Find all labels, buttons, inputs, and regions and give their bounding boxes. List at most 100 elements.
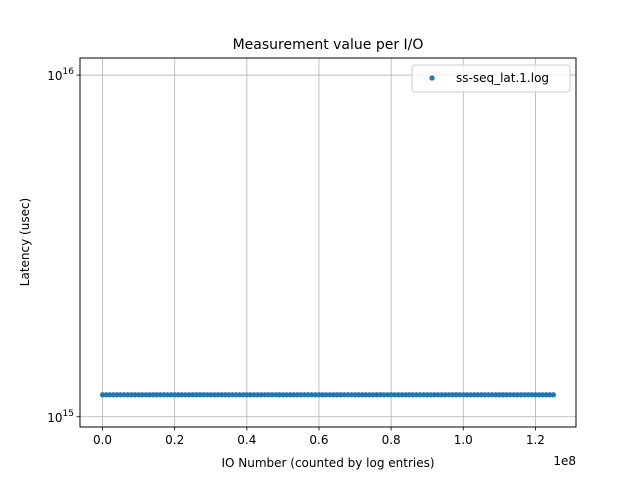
data-point <box>197 392 203 398</box>
data-point <box>366 392 373 398</box>
data-point <box>117 392 124 398</box>
data-point <box>431 392 438 398</box>
data-point <box>255 392 261 398</box>
data-point <box>341 392 347 398</box>
data-point <box>428 392 434 398</box>
data-point <box>150 392 156 398</box>
data-point <box>276 392 282 398</box>
data-point <box>121 392 127 398</box>
data-point <box>136 392 142 398</box>
data-point <box>157 392 163 398</box>
data-point <box>467 392 474 398</box>
data-point <box>99 392 106 398</box>
x-tick-label: 0.6 <box>309 433 328 447</box>
data-point <box>521 392 528 398</box>
data-point <box>489 392 495 398</box>
data-point <box>402 392 409 398</box>
y-axis-label: Latency (usec) <box>18 198 32 286</box>
data-point <box>139 392 145 398</box>
data-point <box>283 392 290 398</box>
data-point <box>222 392 228 398</box>
data-point <box>420 392 427 398</box>
data-point <box>493 392 499 398</box>
data-point <box>514 392 520 398</box>
data-point <box>439 392 445 398</box>
data-point <box>103 392 109 398</box>
grid-lines <box>80 58 576 427</box>
data-point <box>363 392 369 398</box>
data-point <box>193 392 199 398</box>
data-point <box>309 392 315 398</box>
data-point <box>251 392 257 398</box>
data-point <box>338 392 344 398</box>
y-tick-base: 10 <box>47 411 62 425</box>
data-point <box>356 392 362 398</box>
data-point <box>399 392 405 398</box>
x-tick-label: 1.2 <box>526 433 545 447</box>
data-point <box>143 392 149 398</box>
data-point <box>114 392 120 398</box>
data-point <box>547 392 553 398</box>
data-point <box>475 392 481 398</box>
data-point <box>532 392 539 398</box>
data-point <box>442 392 448 398</box>
data-point <box>417 392 423 398</box>
data-point <box>233 392 239 398</box>
x-axis-label: IO Number (counted by log entries) <box>221 456 434 470</box>
data-point <box>125 392 131 398</box>
data-point <box>204 392 210 398</box>
data-point <box>435 392 441 398</box>
x-axis-ticks: 0.0 0.2 0.4 0.6 0.8 1.0 1.2 <box>93 427 545 447</box>
data-point <box>316 392 322 398</box>
data-point <box>449 392 456 398</box>
data-point <box>305 392 311 398</box>
data-point <box>550 392 557 398</box>
data-point <box>164 392 171 398</box>
data-point <box>525 392 531 398</box>
data-point <box>540 392 546 398</box>
data-point <box>377 392 383 398</box>
data-point <box>485 392 492 398</box>
data-points <box>99 392 557 398</box>
data-point <box>218 392 225 398</box>
data-point <box>312 392 318 398</box>
data-point <box>496 392 502 398</box>
data-point <box>500 392 506 398</box>
data-point <box>154 392 160 398</box>
data-point <box>359 392 365 398</box>
data-point <box>208 392 214 398</box>
y-tick-exponent: 16 <box>63 67 75 77</box>
x-tick-label: 1.0 <box>454 433 473 447</box>
legend-entry-label: ss-seq_lat.1.log <box>456 71 549 85</box>
y-tick-label: 1015 <box>47 409 74 425</box>
data-point <box>330 392 337 398</box>
data-point <box>291 392 297 398</box>
data-point <box>327 392 333 398</box>
data-point <box>128 392 135 398</box>
data-point <box>301 392 308 398</box>
data-point <box>168 392 174 398</box>
data-point <box>503 392 510 398</box>
data-point <box>543 392 549 398</box>
data-point <box>352 392 358 398</box>
y-tick-base: 10 <box>47 69 62 83</box>
data-point <box>190 392 196 398</box>
data-point <box>273 392 279 398</box>
data-point <box>319 392 326 398</box>
data-point <box>410 392 416 398</box>
data-point <box>175 392 181 398</box>
data-point <box>237 392 243 398</box>
data-point <box>529 392 535 398</box>
data-point <box>200 392 207 398</box>
legend: ss-seq_lat.1.log <box>411 64 571 93</box>
data-point <box>269 392 275 398</box>
data-point <box>334 392 340 398</box>
data-point <box>211 392 217 398</box>
data-point <box>244 392 250 398</box>
data-point <box>240 392 246 398</box>
data-point <box>453 392 459 398</box>
data-point <box>511 392 517 398</box>
y-tick-exponent: 15 <box>63 409 74 419</box>
x-axis-offset-label: 1e8 <box>553 454 576 468</box>
